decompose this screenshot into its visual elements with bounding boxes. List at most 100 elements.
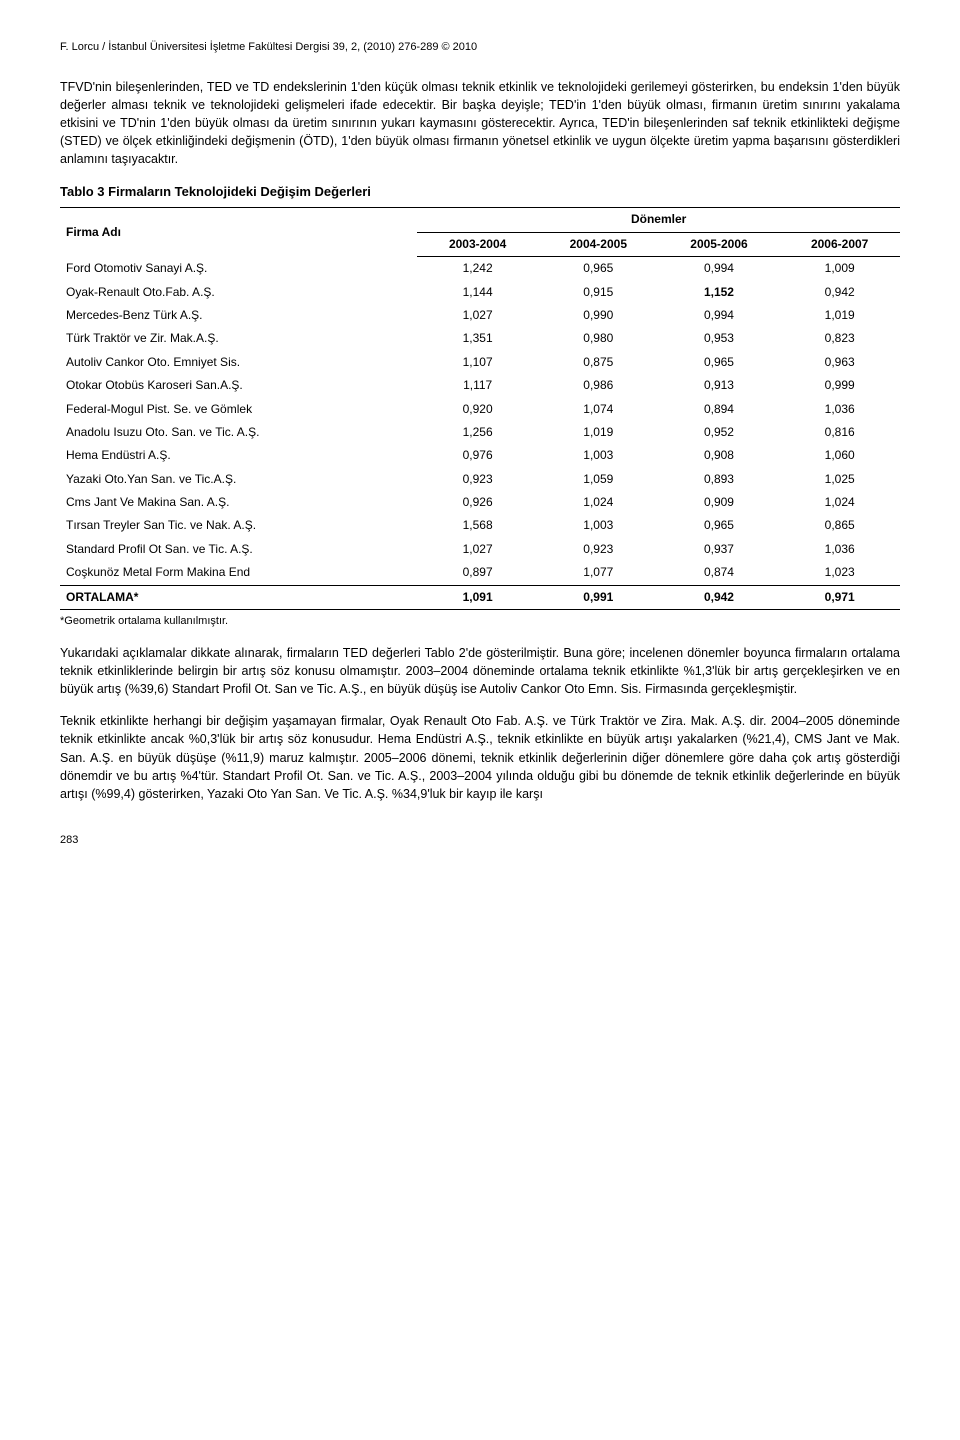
col-header-firm: Firma Adı xyxy=(60,208,417,257)
value-cell: 1,152 xyxy=(659,281,780,304)
value-cell: 0,908 xyxy=(659,444,780,467)
period-header: 2003-2004 xyxy=(417,232,538,256)
data-table: Firma Adı Dönemler 2003-20042004-2005200… xyxy=(60,207,900,610)
value-cell: 0,976 xyxy=(417,444,538,467)
value-cell: 1,003 xyxy=(538,514,659,537)
table-row: Türk Traktör ve Zir. Mak.A.Ş.1,3510,9800… xyxy=(60,327,900,350)
firm-name-cell: Coşkunöz Metal Form Makina End xyxy=(60,561,417,585)
table-row: Otokar Otobüs Karoseri San.A.Ş.1,1170,98… xyxy=(60,374,900,397)
value-cell: 1,025 xyxy=(779,468,900,491)
value-cell: 0,874 xyxy=(659,561,780,585)
value-cell: 1,019 xyxy=(538,421,659,444)
value-cell: 0,894 xyxy=(659,398,780,421)
value-cell: 0,865 xyxy=(779,514,900,537)
running-header: F. Lorcu / İstanbul Üniversitesi İşletme… xyxy=(60,40,900,56)
paragraph-1: TFVD'nin bileşenlerinden, TED ve TD ende… xyxy=(60,78,900,169)
value-cell: 0,823 xyxy=(779,327,900,350)
table-row: Hema Endüstri A.Ş.0,9761,0030,9081,060 xyxy=(60,444,900,467)
firm-name-cell: Cms Jant Ve Makina San. A.Ş. xyxy=(60,491,417,514)
value-cell: 0,965 xyxy=(538,257,659,281)
value-cell: 0,915 xyxy=(538,281,659,304)
value-cell: 0,963 xyxy=(779,351,900,374)
table-row: Ford Otomotiv Sanayi A.Ş.1,2420,9650,994… xyxy=(60,257,900,281)
value-cell: 1,003 xyxy=(538,444,659,467)
value-cell: 0,953 xyxy=(659,327,780,350)
value-cell: 0,816 xyxy=(779,421,900,444)
value-cell: 0,923 xyxy=(538,538,659,561)
firm-name-cell: Autoliv Cankor Oto. Emniyet Sis. xyxy=(60,351,417,374)
value-cell: 1,074 xyxy=(538,398,659,421)
col-header-periods: Dönemler xyxy=(417,208,900,232)
value-cell: 1,009 xyxy=(779,257,900,281)
average-row: ORTALAMA*1,0910,9910,9420,971 xyxy=(60,585,900,609)
table-row: Tırsan Treyler San Tic. ve Nak. A.Ş.1,56… xyxy=(60,514,900,537)
avg-value-cell: 0,991 xyxy=(538,585,659,609)
value-cell: 0,965 xyxy=(659,351,780,374)
value-cell: 1,117 xyxy=(417,374,538,397)
value-cell: 1,077 xyxy=(538,561,659,585)
value-cell: 0,937 xyxy=(659,538,780,561)
table-row: Cms Jant Ve Makina San. A.Ş.0,9261,0240,… xyxy=(60,491,900,514)
firm-name-cell: Yazaki Oto.Yan San. ve Tic.A.Ş. xyxy=(60,468,417,491)
firm-name-cell: Hema Endüstri A.Ş. xyxy=(60,444,417,467)
value-cell: 0,986 xyxy=(538,374,659,397)
value-cell: 0,909 xyxy=(659,491,780,514)
value-cell: 0,923 xyxy=(417,468,538,491)
value-cell: 1,568 xyxy=(417,514,538,537)
table-row: Oyak-Renault Oto.Fab. A.Ş.1,1440,9151,15… xyxy=(60,281,900,304)
value-cell: 1,036 xyxy=(779,398,900,421)
value-cell: 0,913 xyxy=(659,374,780,397)
period-header: 2004-2005 xyxy=(538,232,659,256)
value-cell: 1,351 xyxy=(417,327,538,350)
value-cell: 0,994 xyxy=(659,257,780,281)
avg-label-cell: ORTALAMA* xyxy=(60,585,417,609)
period-header: 2006-2007 xyxy=(779,232,900,256)
value-cell: 1,023 xyxy=(779,561,900,585)
value-cell: 1,059 xyxy=(538,468,659,491)
firm-name-cell: Tırsan Treyler San Tic. ve Nak. A.Ş. xyxy=(60,514,417,537)
value-cell: 0,920 xyxy=(417,398,538,421)
value-cell: 1,036 xyxy=(779,538,900,561)
table-row: Standard Profil Ot San. ve Tic. A.Ş.1,02… xyxy=(60,538,900,561)
value-cell: 0,893 xyxy=(659,468,780,491)
value-cell: 0,990 xyxy=(538,304,659,327)
value-cell: 1,144 xyxy=(417,281,538,304)
table-title: Tablo 3 Firmaların Teknolojideki Değişim… xyxy=(60,183,900,202)
value-cell: 1,027 xyxy=(417,304,538,327)
firm-name-cell: Anadolu Isuzu Oto. San. ve Tic. A.Ş. xyxy=(60,421,417,444)
table-row: Coşkunöz Metal Form Makina End0,8971,077… xyxy=(60,561,900,585)
table-row: Mercedes-Benz Türk A.Ş.1,0270,9900,9941,… xyxy=(60,304,900,327)
firm-name-cell: Otokar Otobüs Karoseri San.A.Ş. xyxy=(60,374,417,397)
page-number: 283 xyxy=(60,833,900,849)
table-row: Anadolu Isuzu Oto. San. ve Tic. A.Ş.1,25… xyxy=(60,421,900,444)
value-cell: 1,107 xyxy=(417,351,538,374)
value-cell: 1,024 xyxy=(779,491,900,514)
value-cell: 0,994 xyxy=(659,304,780,327)
paragraph-2: Yukarıdaki açıklamalar dikkate alınarak,… xyxy=(60,644,900,698)
value-cell: 1,027 xyxy=(417,538,538,561)
value-cell: 1,024 xyxy=(538,491,659,514)
firm-name-cell: Ford Otomotiv Sanayi A.Ş. xyxy=(60,257,417,281)
period-header: 2005-2006 xyxy=(659,232,780,256)
value-cell: 0,942 xyxy=(779,281,900,304)
value-cell: 0,926 xyxy=(417,491,538,514)
firm-name-cell: Oyak-Renault Oto.Fab. A.Ş. xyxy=(60,281,417,304)
avg-value-cell: 0,971 xyxy=(779,585,900,609)
value-cell: 1,242 xyxy=(417,257,538,281)
table-row: Yazaki Oto.Yan San. ve Tic.A.Ş.0,9231,05… xyxy=(60,468,900,491)
value-cell: 0,965 xyxy=(659,514,780,537)
firm-name-cell: Federal-Mogul Pist. Se. ve Gömlek xyxy=(60,398,417,421)
value-cell: 0,897 xyxy=(417,561,538,585)
table-row: Federal-Mogul Pist. Se. ve Gömlek0,9201,… xyxy=(60,398,900,421)
firm-name-cell: Standard Profil Ot San. ve Tic. A.Ş. xyxy=(60,538,417,561)
table-row: Autoliv Cankor Oto. Emniyet Sis.1,1070,8… xyxy=(60,351,900,374)
value-cell: 1,256 xyxy=(417,421,538,444)
avg-value-cell: 1,091 xyxy=(417,585,538,609)
value-cell: 0,980 xyxy=(538,327,659,350)
firm-name-cell: Mercedes-Benz Türk A.Ş. xyxy=(60,304,417,327)
value-cell: 1,060 xyxy=(779,444,900,467)
value-cell: 0,875 xyxy=(538,351,659,374)
table-footnote: *Geometrik ortalama kullanılmıştır. xyxy=(60,614,900,630)
paragraph-3: Teknik etkinlikte herhangi bir değişim y… xyxy=(60,712,900,803)
value-cell: 1,019 xyxy=(779,304,900,327)
